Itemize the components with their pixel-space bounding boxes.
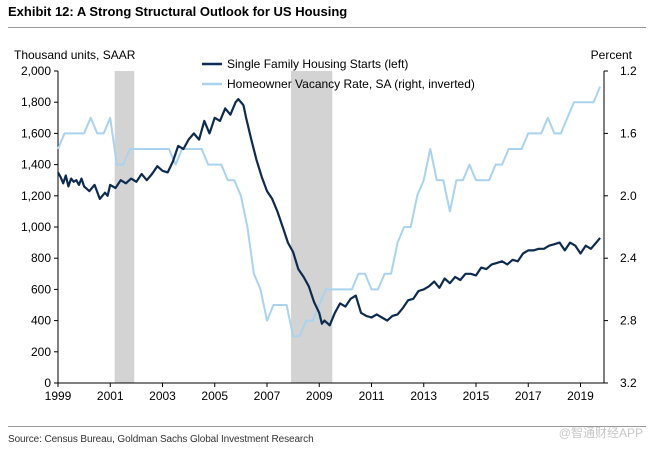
x-tick-label: 1999 — [45, 389, 72, 403]
right-tick-label: 2.8 — [620, 314, 637, 328]
left-tick-label: 0 — [44, 376, 51, 390]
x-tick-label: 2003 — [149, 389, 176, 403]
series-line-housing-starts — [57, 98, 601, 327]
left-tick-label: 1,000 — [21, 220, 51, 234]
x-tick-label: 2019 — [567, 389, 594, 403]
left-tick-label: 800 — [31, 251, 51, 265]
legend-label: Homeowner Vacancy Rate, SA (right, inver… — [227, 77, 475, 91]
left-axis-title: Thousand units, SAAR — [14, 48, 136, 62]
title-divider — [8, 27, 646, 28]
left-tick-label: 1,400 — [21, 158, 51, 172]
x-tick-label: 2015 — [463, 389, 490, 403]
left-tick-label: 400 — [31, 314, 51, 328]
axes: 0 200 400 600 800 1,000 1,200 1,400 1,600 1,800 2,… — [14, 48, 637, 403]
x-tick-label: 2009 — [306, 389, 333, 403]
x-tick-label: 2011 — [359, 389, 385, 403]
recession-band-1 — [114, 71, 135, 383]
x-tick-label: 2001 — [97, 389, 124, 403]
series-lines — [57, 86, 602, 338]
left-tick-label: 200 — [31, 345, 51, 359]
watermark-text: @智通财经APP — [558, 426, 643, 440]
right-axis-title: Percent — [591, 48, 633, 62]
right-tick-label: 2.0 — [620, 189, 637, 203]
left-tick-label: 1,200 — [21, 189, 51, 203]
left-tick-label: 1,600 — [21, 126, 51, 140]
x-tick-label: 2007 — [254, 389, 281, 403]
legend: Single Family Housing Starts (left) Homeo… — [202, 57, 475, 91]
x-tick-label: 2013 — [410, 389, 437, 403]
source-note: Source: Census Bureau, Goldman Sachs Glo… — [8, 434, 314, 445]
right-tick-label: 1.2 — [620, 64, 637, 78]
source-divider — [8, 426, 646, 427]
left-tick-label: 1,800 — [21, 95, 51, 109]
legend-label: Single Family Housing Starts (left) — [227, 57, 408, 71]
right-tick-label: 2.4 — [620, 251, 637, 265]
recession-band-2 — [291, 71, 333, 383]
x-tick-label: 2017 — [515, 389, 542, 403]
right-tick-label: 1.6 — [620, 126, 637, 140]
chart-title: Exhibit 12: A Strong Structural Outlook … — [8, 4, 348, 19]
recession-bands — [114, 71, 333, 383]
x-tick-label: 2005 — [201, 389, 228, 403]
right-tick-label: 3.2 — [620, 376, 637, 390]
left-tick-label: 600 — [31, 282, 51, 296]
left-tick-label: 2,000 — [21, 64, 51, 78]
series-line-vacancy-rate — [57, 86, 602, 338]
